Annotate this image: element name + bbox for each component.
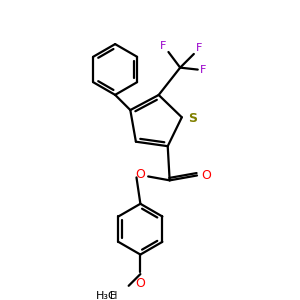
Text: O: O — [201, 169, 211, 182]
Text: H₃C: H₃C — [96, 291, 117, 300]
Text: S: S — [188, 112, 197, 125]
Text: O: O — [135, 168, 145, 181]
Text: H: H — [110, 291, 117, 300]
Text: O: O — [135, 277, 145, 290]
Text: F: F — [200, 64, 206, 75]
Text: F: F — [196, 43, 202, 53]
Text: F: F — [160, 41, 167, 51]
